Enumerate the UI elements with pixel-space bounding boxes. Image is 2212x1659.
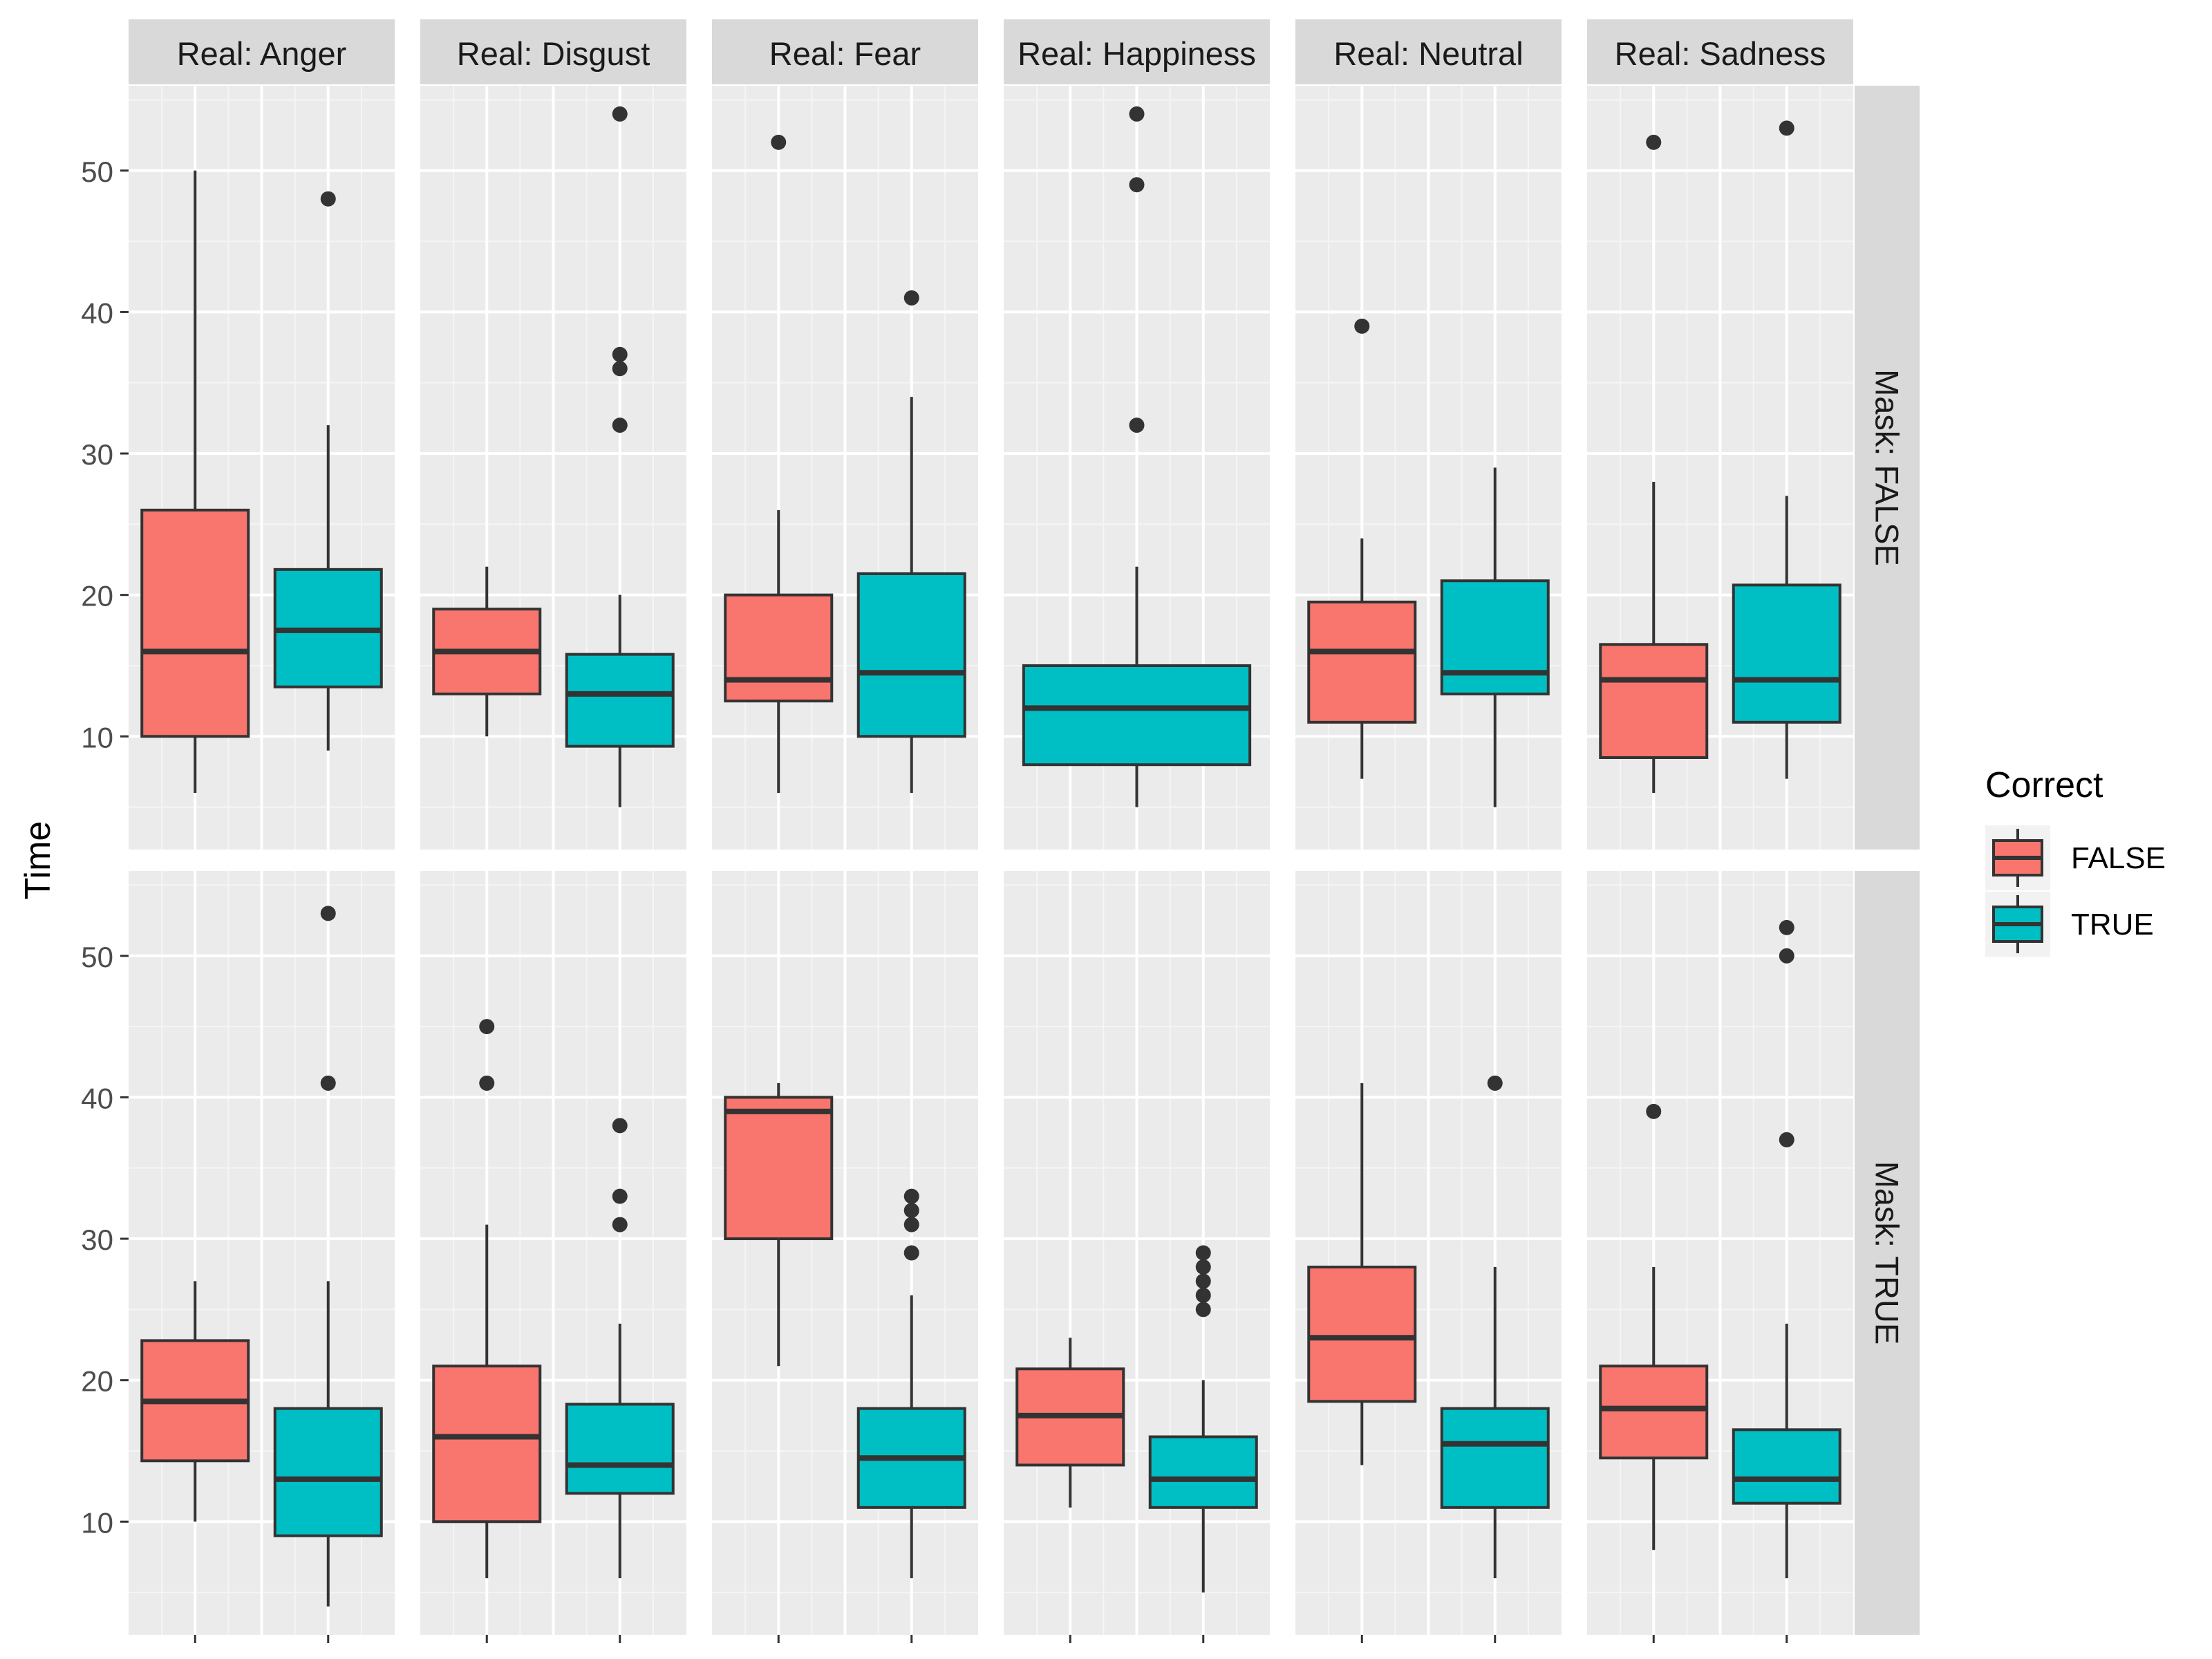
outlier-point (1646, 134, 1662, 150)
box-true (565, 653, 675, 748)
outlier-point (612, 346, 628, 362)
outlier-point (903, 1203, 919, 1219)
box-true (1022, 664, 1252, 767)
facet-strip-col (129, 19, 395, 84)
box-false (724, 1096, 834, 1241)
outlier-point (1487, 1075, 1503, 1091)
outlier-point (1195, 1259, 1211, 1275)
box-true (1148, 1435, 1258, 1509)
y-tick-label: 30 (81, 438, 113, 471)
legend-label-true: TRUE (2071, 908, 2154, 941)
box-true (565, 1403, 675, 1495)
box-false (724, 593, 834, 703)
outlier-point (1354, 318, 1370, 334)
outlier-point (320, 906, 336, 921)
facet-strip-col-label: Real: Anger (177, 35, 347, 72)
box-true (273, 1407, 383, 1537)
facet-strip-col (1004, 19, 1270, 84)
box-false (1599, 643, 1709, 759)
outlier-point (1129, 106, 1145, 122)
outlier-point (1779, 948, 1794, 964)
outlier-point (1779, 1132, 1794, 1147)
box-true (1732, 583, 1841, 724)
facet-strip-col-label: Real: Sadness (1615, 35, 1826, 72)
outlier-point (1195, 1302, 1211, 1318)
outlier-point (612, 1188, 628, 1204)
outlier-point (320, 1075, 336, 1091)
outlier-point (771, 134, 787, 150)
facet-strip-col-label: Real: Fear (769, 35, 921, 72)
legend-title: Correct (1985, 765, 2103, 805)
outlier-point (612, 361, 628, 377)
y-tick-label: 40 (81, 1082, 113, 1114)
facet-strip-col-label: Real: Disgust (457, 35, 650, 72)
panel-grid: Real: Anger Real: Disgust Real: Fear Real: … (81, 19, 1920, 1643)
box-true (1440, 1407, 1550, 1509)
outlier-point (479, 1075, 495, 1091)
y-tick-label: 20 (81, 580, 113, 612)
legend-label-false: FALSE (2071, 841, 2166, 875)
outlier-point (612, 1217, 628, 1232)
outlier-point (1129, 418, 1145, 433)
box-true (1732, 1428, 1841, 1505)
legend: Correct FALSE TRUE (1985, 765, 2166, 957)
outlier-point (479, 1019, 495, 1035)
y-tick-label: 50 (81, 941, 113, 973)
facet-strip-row (1855, 871, 1920, 1635)
outlier-point (612, 106, 628, 122)
facet-strip-col (712, 19, 978, 84)
outlier-point (1646, 1103, 1662, 1119)
outlier-point (612, 418, 628, 433)
box-false (1599, 1365, 1709, 1460)
outlier-point (1779, 120, 1794, 136)
outlier-point (903, 1188, 919, 1204)
facet-strip-row (1855, 86, 1920, 850)
outlier-point (903, 290, 919, 306)
y-tick-label: 10 (81, 721, 113, 753)
y-tick-label: 20 (81, 1365, 113, 1398)
outlier-point (1779, 919, 1794, 935)
facet-strip-col (1587, 19, 1853, 84)
outlier-point (903, 1217, 919, 1232)
outlier-point (903, 1245, 919, 1261)
box-false (140, 508, 250, 738)
facet-strip-col-label: Real: Neutral (1333, 35, 1523, 72)
facet-strip-col-label: Real: Happiness (1018, 35, 1256, 72)
box-true (1440, 579, 1550, 695)
facet-strip-col (420, 19, 686, 84)
box-false (432, 1365, 542, 1524)
outlier-point (1129, 177, 1145, 193)
y-axis-title: Time (18, 821, 58, 900)
y-tick-label: 40 (81, 297, 113, 329)
facet-strip-row-label: Mask: TRUE (1869, 1161, 1906, 1345)
outlier-point (612, 1118, 628, 1134)
facet-strip-row-label: Mask: FALSE (1869, 369, 1906, 566)
y-tick-label: 30 (81, 1224, 113, 1256)
facet-strip-col (1295, 19, 1562, 84)
outlier-point (320, 191, 336, 207)
outlier-point (1195, 1287, 1211, 1303)
box-true (856, 572, 966, 738)
y-tick-label: 10 (81, 1506, 113, 1539)
outlier-point (1195, 1273, 1211, 1289)
box-false (1307, 1265, 1417, 1403)
y-tick-label: 50 (81, 156, 113, 188)
outlier-point (1195, 1245, 1211, 1261)
box-false (1307, 600, 1417, 724)
